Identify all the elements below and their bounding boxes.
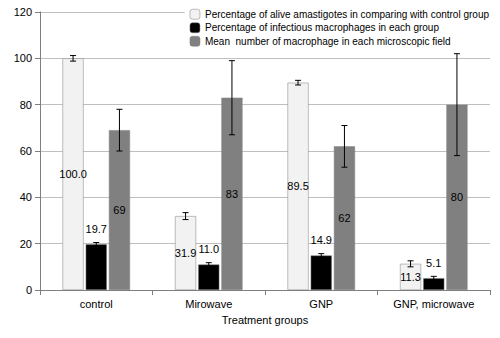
svg-text:89.5: 89.5 (287, 180, 308, 192)
svg-text:Treatment groups: Treatment groups (222, 314, 309, 326)
svg-text:0: 0 (26, 284, 32, 296)
svg-text:GNP, microwave: GNP, microwave (393, 298, 474, 310)
svg-text:GNP: GNP (309, 298, 333, 310)
svg-text:5.1: 5.1 (426, 257, 441, 269)
svg-text:69: 69 (113, 204, 125, 216)
svg-text:Percentage of alive amastigote: Percentage of alive amastigotes in compa… (205, 9, 489, 20)
svg-text:100.0: 100.0 (59, 168, 87, 180)
svg-text:60: 60 (20, 145, 32, 157)
svg-text:11.3: 11.3 (400, 271, 421, 283)
svg-text:31.9: 31.9 (175, 247, 196, 259)
svg-text:83: 83 (226, 188, 238, 200)
svg-text:19.7: 19.7 (86, 223, 107, 235)
svg-text:Mean number of macrophage in: Mean number of macrophage in each micros… (205, 36, 451, 47)
svg-text:80: 80 (20, 99, 32, 111)
svg-text:Percentage of infectious macro: Percentage of infectious macrophages in … (205, 22, 439, 33)
svg-text:100: 100 (14, 52, 32, 64)
svg-text:20: 20 (20, 238, 32, 250)
svg-text:120: 120 (14, 6, 32, 18)
svg-text:Mirowave: Mirowave (185, 298, 232, 310)
svg-text:62: 62 (338, 212, 350, 224)
svg-text:control: control (80, 298, 113, 310)
svg-text:40: 40 (20, 191, 32, 203)
svg-text:14.9: 14.9 (311, 234, 332, 246)
svg-text:80: 80 (451, 191, 463, 203)
svg-text:11.0: 11.0 (198, 243, 219, 255)
